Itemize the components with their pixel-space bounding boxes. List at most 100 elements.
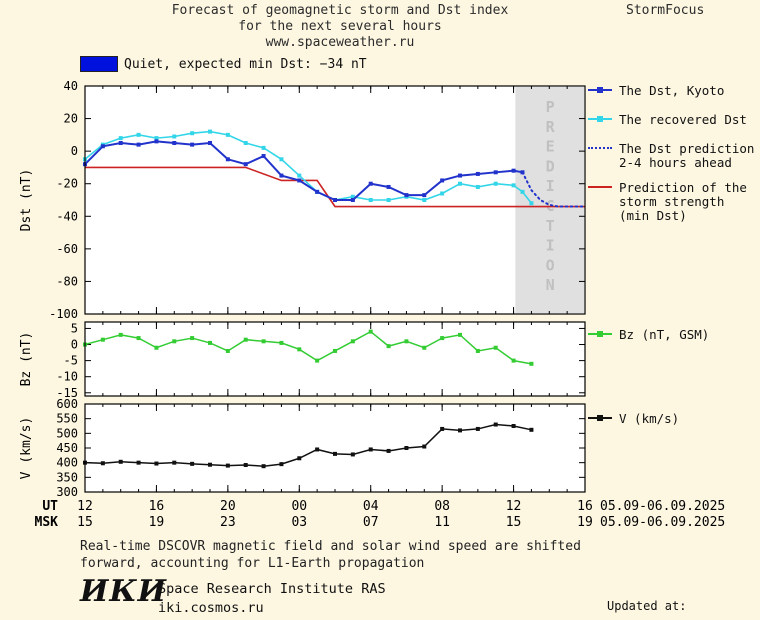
svg-text:300: 300 <box>56 485 78 499</box>
recovered-dst-line-icon <box>588 114 612 124</box>
prediction-band <box>515 87 584 313</box>
storm-strength-line-icon <box>588 182 612 192</box>
svg-text:5: 5 <box>71 321 78 335</box>
svg-text:I: I <box>546 177 555 195</box>
legend-storm-strength-label: Prediction of the storm strength (min Ds… <box>619 181 747 223</box>
svg-text:16: 16 <box>577 499 593 514</box>
svg-text:-15: -15 <box>56 386 78 400</box>
svg-text:23: 23 <box>220 515 236 530</box>
svg-text:08: 08 <box>434 499 450 514</box>
svg-text:450: 450 <box>56 441 78 455</box>
svg-text:-5: -5 <box>64 354 78 368</box>
svg-text:03: 03 <box>291 515 307 530</box>
svg-text:19: 19 <box>149 515 165 530</box>
quiet-status-swatch <box>80 56 118 72</box>
svg-text:16: 16 <box>149 499 165 514</box>
dst-prediction-line-icon <box>588 143 612 153</box>
panel-bz: 5 0 -5 -10 -15 Bz (nT) <box>19 321 586 400</box>
legend-dst-prediction-line1: The Dst prediction <box>619 141 755 156</box>
legend-v-label: V (km/s) <box>619 411 680 426</box>
title-line-1: Forecast of geomagnetic storm and Dst in… <box>171 3 509 18</box>
legend-dst-kyoto-label: The Dst, Kyoto <box>619 83 725 98</box>
svg-text:T: T <box>546 217 555 235</box>
legend-storm-strength: Prediction of the storm strength (min Ds… <box>588 181 747 223</box>
svg-text:350: 350 <box>56 470 78 484</box>
svg-text:D: D <box>546 157 555 175</box>
svg-text:00: 00 <box>291 499 307 514</box>
y-axis-label-dst: Dst (nT) <box>19 169 34 232</box>
iki-logo: ИКИ <box>80 574 167 609</box>
svg-text:07: 07 <box>363 515 379 530</box>
svg-text:12: 12 <box>77 499 93 514</box>
title-line-2: for the next several hours <box>238 19 442 34</box>
v-line-icon <box>588 413 612 423</box>
legend-storm-line1: Prediction of the <box>619 180 747 195</box>
svg-text:-60: -60 <box>56 242 78 256</box>
svg-text:-10: -10 <box>56 370 78 384</box>
svg-text:I: I <box>546 237 555 255</box>
svg-text:0: 0 <box>71 338 78 352</box>
legend-recovered-dst-label: The recovered Dst <box>619 112 747 127</box>
updated-at-block: Updated at: UT 12:05, 06.09.2025 MSK 15:… <box>597 566 749 620</box>
legend-bz: Bz (nT, GSM) <box>588 328 709 342</box>
note-line-1: Real-time DSCOVR magnetic field and sola… <box>80 539 581 554</box>
y-axis-label-v: V (km/s) <box>19 417 34 480</box>
legend-dst-kyoto: The Dst, Kyoto <box>588 84 724 98</box>
msk-date-label: 05.09-06.09.2025 <box>600 515 725 530</box>
svg-text:15: 15 <box>77 515 93 530</box>
updated-at-label: Updated at: <box>607 599 687 613</box>
y-axis-label-bz: Bz (nT) <box>19 332 34 387</box>
legend-storm-line3: (min Dst) <box>619 208 687 223</box>
svg-text:20: 20 <box>64 112 78 126</box>
institute-site: iki.cosmos.ru <box>158 600 264 616</box>
institute-name: Space Research Institute RAS <box>158 581 386 597</box>
svg-text:E: E <box>546 138 555 156</box>
svg-text:11: 11 <box>434 515 450 530</box>
propagation-note: Real-time DSCOVR magnetic field and sola… <box>80 538 581 572</box>
svg-text:15: 15 <box>506 515 522 530</box>
institute-block: Space Research Institute RAS iki.cosmos.… <box>158 580 386 618</box>
svg-text:0: 0 <box>71 144 78 158</box>
ut-row-label: UT <box>42 499 58 514</box>
svg-text:12: 12 <box>506 499 522 514</box>
legend-recovered-dst: The recovered Dst <box>588 113 747 127</box>
legend-dst-prediction: The Dst prediction 2-4 hours ahead <box>588 142 754 170</box>
ut-date-label: 05.09-06.09.2025 <box>600 499 725 514</box>
series-bz <box>84 330 532 365</box>
svg-text:P: P <box>546 98 555 116</box>
series-prediction_line <box>521 171 586 208</box>
legend-v: V (km/s) <box>588 412 679 426</box>
series-dst_kyoto <box>84 140 523 201</box>
svg-text:N: N <box>546 276 555 294</box>
series-v <box>84 423 532 467</box>
svg-text:-20: -20 <box>56 177 78 191</box>
bz-line-icon <box>588 329 612 339</box>
svg-text:600: 600 <box>56 397 78 411</box>
svg-text:04: 04 <box>363 499 379 514</box>
svg-text:-100: -100 <box>49 307 78 321</box>
svg-text:R: R <box>546 118 556 136</box>
x-axis-labels: UTMSK1215161920230003040708111215161905.… <box>35 499 726 530</box>
dst-kyoto-line-icon <box>588 85 612 95</box>
legend-storm-line2: storm strength <box>619 194 725 209</box>
brand-stormfocus: StormFocus <box>626 3 705 18</box>
msk-row-label: MSK <box>35 515 59 530</box>
svg-text:400: 400 <box>56 456 78 470</box>
svg-text:-40: -40 <box>56 209 78 223</box>
legend-dst-prediction-line2: 2-4 hours ahead <box>619 155 732 170</box>
svg-text:O: O <box>546 256 555 274</box>
legend-bz-label: Bz (nT, GSM) <box>619 327 710 342</box>
quiet-status-text: Quiet, expected min Dst: −34 nT <box>124 57 367 72</box>
title-url: www.spaceweather.ru <box>265 35 415 50</box>
legend-dst-prediction-label: The Dst prediction 2-4 hours ahead <box>619 142 754 170</box>
svg-text:40: 40 <box>64 79 78 93</box>
svg-text:19: 19 <box>577 515 593 530</box>
svg-text:500: 500 <box>56 426 78 440</box>
page-title: Forecast of geomagnetic storm and Dst in… <box>50 3 630 51</box>
svg-text:-80: -80 <box>56 274 78 288</box>
svg-text:550: 550 <box>56 412 78 426</box>
